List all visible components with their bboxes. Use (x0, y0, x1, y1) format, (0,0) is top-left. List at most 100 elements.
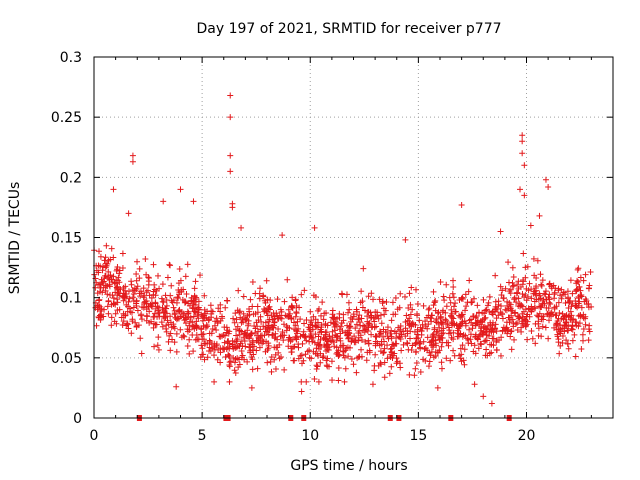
data-point (358, 315, 365, 322)
data-point (472, 350, 479, 357)
x-tick-label: 10 (301, 428, 319, 444)
data-point (249, 303, 256, 310)
data-point (413, 339, 420, 346)
data-point (363, 357, 370, 364)
data-point (162, 292, 169, 299)
data-point (493, 337, 500, 344)
data-point (226, 359, 233, 366)
data-point (263, 277, 270, 284)
data-point (108, 245, 115, 252)
data-point (380, 349, 387, 356)
data-point (551, 324, 558, 331)
data-point (158, 319, 165, 326)
data-point (184, 343, 191, 350)
data-point (285, 306, 292, 313)
data-point (538, 282, 545, 289)
data-point (353, 321, 360, 328)
data-point (224, 344, 231, 351)
data-point (398, 347, 405, 354)
data-point (482, 307, 489, 314)
data-point (307, 308, 314, 315)
data-point (319, 354, 326, 361)
data-point (498, 310, 505, 317)
data-point (502, 285, 509, 292)
data-point (353, 306, 360, 313)
data-point (251, 343, 258, 350)
data-point (354, 355, 361, 362)
data-point (232, 326, 239, 333)
data-point (492, 298, 499, 305)
data-point (171, 339, 178, 346)
data-point (413, 335, 420, 342)
data-point (240, 318, 247, 325)
data-point (307, 332, 314, 339)
data-point (436, 324, 443, 331)
data-point (155, 309, 162, 316)
data-point (586, 282, 593, 289)
data-point (110, 295, 117, 302)
data-point (138, 290, 145, 297)
data-point (217, 308, 224, 315)
data-point (478, 341, 485, 348)
data-point (507, 328, 514, 335)
data-point (540, 316, 547, 323)
data-point (265, 331, 272, 338)
data-point (175, 291, 182, 298)
data-point (526, 280, 533, 287)
data-point (571, 331, 578, 338)
data-point (185, 313, 192, 320)
data-point (275, 349, 282, 356)
data-point (184, 261, 191, 268)
data-point (182, 273, 189, 280)
data-point (284, 276, 291, 283)
data-point (572, 297, 579, 304)
data-point (554, 333, 561, 340)
data-point (416, 317, 423, 324)
data-point (560, 291, 567, 298)
data-point (326, 333, 333, 340)
data-point (407, 301, 414, 308)
data-point (227, 152, 234, 159)
data-point (92, 275, 99, 282)
data-point (418, 328, 425, 335)
data-point (432, 334, 439, 341)
data-point (155, 334, 162, 341)
data-point (541, 290, 548, 297)
data-point (462, 320, 469, 327)
data-point (372, 340, 379, 347)
data-point (281, 366, 288, 373)
data-point (514, 281, 521, 288)
data-point (95, 304, 102, 311)
data-point (250, 311, 257, 318)
data-point (306, 338, 313, 345)
data-point (306, 354, 313, 361)
data-point (276, 355, 283, 362)
data-point (438, 359, 445, 366)
data-point (265, 342, 272, 349)
data-point (180, 332, 187, 339)
data-point (450, 347, 457, 354)
data-point (368, 290, 375, 297)
data-point (291, 326, 298, 333)
x-tick-label: 20 (518, 428, 536, 444)
data-point (265, 322, 272, 329)
data-point (559, 332, 566, 339)
data-point (556, 329, 563, 336)
data-point (499, 287, 506, 294)
data-point (184, 328, 191, 335)
data-point (286, 325, 293, 332)
data-point (335, 347, 342, 354)
data-point (181, 333, 188, 340)
data-point (424, 325, 431, 332)
data-point (587, 268, 594, 275)
data-point (212, 318, 219, 325)
data-point (198, 342, 205, 349)
data-point (252, 290, 259, 297)
data-point (545, 335, 552, 342)
data-point (133, 324, 140, 331)
data-point (376, 296, 383, 303)
data-point (558, 295, 565, 302)
data-point (499, 315, 506, 322)
data-point (417, 369, 424, 376)
data-point (303, 337, 310, 344)
